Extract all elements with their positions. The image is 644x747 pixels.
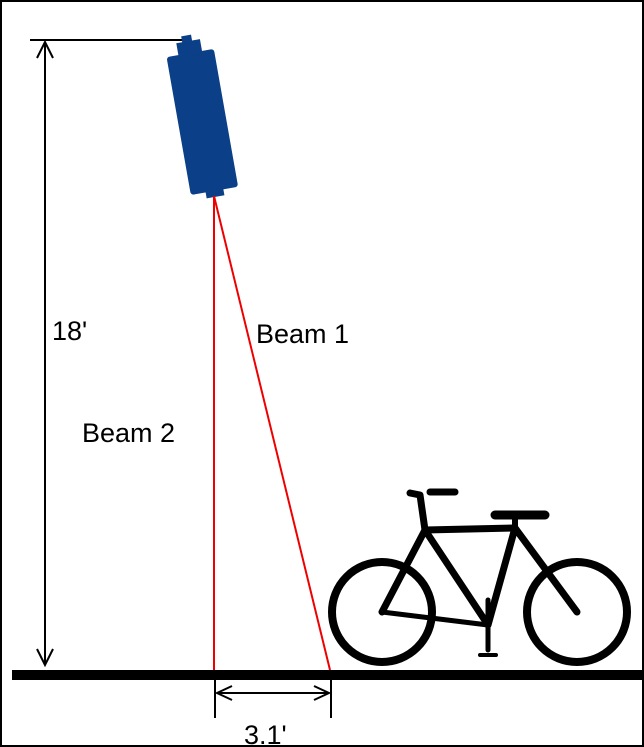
sensor — [167, 34, 238, 199]
beam-2-label: Beam 2 — [82, 418, 175, 448]
beam-1-line — [213, 195, 331, 671]
offset-dimension — [214, 680, 332, 718]
offset-label: 3.1' — [244, 720, 287, 747]
bicycle — [328, 488, 631, 666]
ground — [12, 670, 644, 680]
beam-1-label: Beam 1 — [256, 319, 349, 349]
height-dimension — [30, 39, 182, 668]
height-label: 18' — [52, 316, 87, 346]
